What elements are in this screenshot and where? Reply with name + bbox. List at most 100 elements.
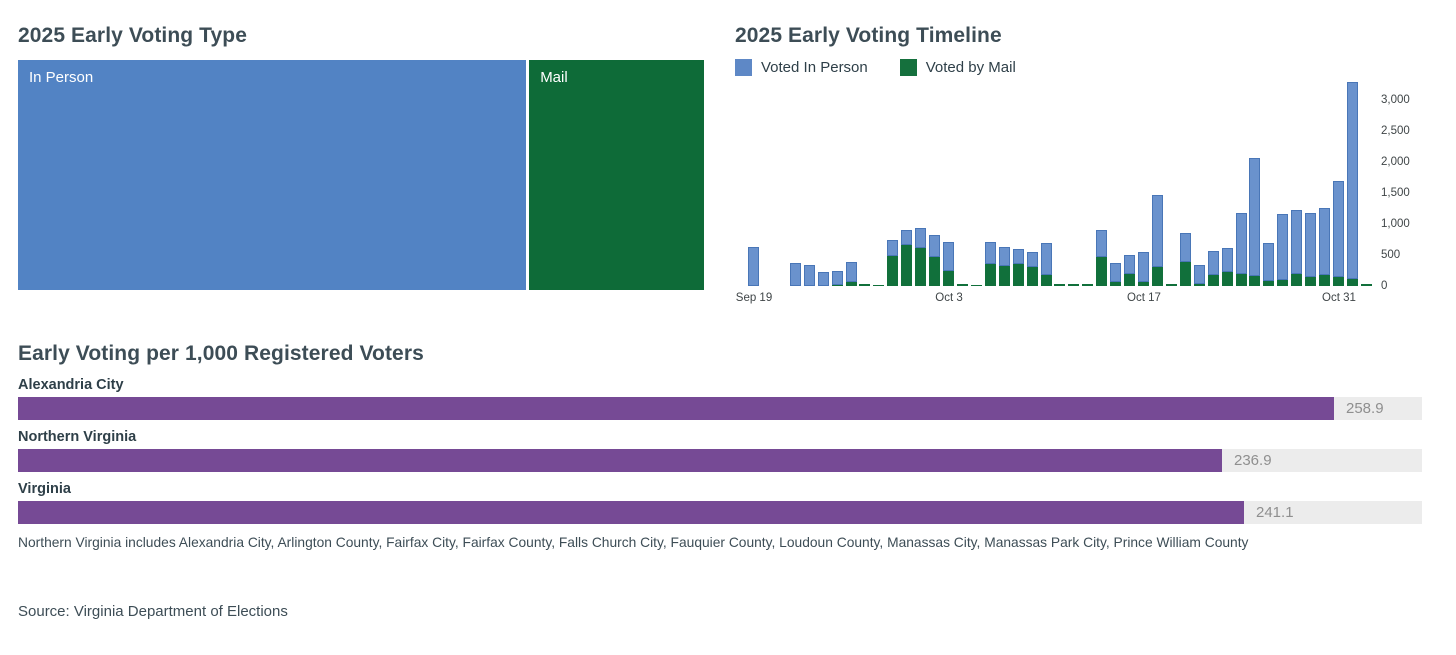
timeline-bar-mail[interactable] [985,264,996,286]
timeline-bar-in-person[interactable] [1110,263,1121,282]
timeline-bar-in-person[interactable] [1180,233,1191,262]
timeline-bar-mail[interactable] [1222,272,1233,286]
timeline-bar-mail[interactable] [929,257,940,286]
treemap-segment-label: Mail [540,69,568,86]
timeline-bar-mail[interactable] [957,284,968,286]
footnote: Northern Virginia includes Alexandria Ci… [18,535,1249,550]
y-axis-label: 3,000 [1381,94,1410,106]
timeline-bar-mail[interactable] [1138,282,1149,286]
timeline-bar-mail[interactable] [1096,257,1107,286]
legend-item-label: Voted by Mail [925,59,1016,76]
voting-type-treemap: In Person Mail [18,60,704,290]
timeline-bar-mail[interactable] [971,285,982,286]
x-axis-label: Oct 17 [1127,292,1161,304]
timeline-bar-mail[interactable] [1361,284,1372,286]
hbar-alexandria-city[interactable] [18,397,1334,420]
y-axis-label: 2,500 [1381,125,1410,137]
timeline-bar-mail[interactable] [1333,277,1344,286]
timeline-bar-in-person[interactable] [790,263,801,286]
timeline-bar-mail[interactable] [999,266,1010,286]
timeline-bar-mail[interactable] [1054,284,1065,286]
timeline-bar-in-person[interactable] [1291,210,1302,274]
timeline-bar-in-person[interactable] [832,271,843,285]
timeline-bar-in-person[interactable] [1152,195,1163,267]
hbar-virginia[interactable] [18,501,1244,524]
timeline-bar-mail[interactable] [943,271,954,286]
timeline-bar-in-person[interactable] [1194,265,1205,284]
y-axis-label: 500 [1381,249,1401,261]
timeline-bar-mail[interactable] [846,282,857,286]
row-label-alexandria-city: Alexandria City [18,377,124,393]
timeline-bar-in-person[interactable] [1249,158,1260,276]
treemap-segment-mail[interactable]: Mail [529,60,704,290]
timeline-bar-mail[interactable] [901,245,912,286]
timeline-bar-in-person[interactable] [1319,208,1330,275]
timeline-bar-in-person[interactable] [1347,82,1358,279]
timeline-bar-in-person[interactable] [1041,243,1052,275]
timeline-bar-mail[interactable] [1110,282,1121,286]
timeline-bar-mail[interactable] [1319,275,1330,286]
timeline-bar-mail[interactable] [1027,267,1038,286]
timeline-bar-mail[interactable] [1082,284,1093,286]
timeline-bar-in-person[interactable] [846,262,857,282]
treemap-segment-in-person[interactable]: In Person [18,60,527,290]
timeline-bar-mail[interactable] [1236,274,1247,286]
timeline-bar-mail[interactable] [1277,280,1288,286]
timeline-bar-in-person[interactable] [929,235,940,257]
legend-item-voted-in-person: Voted In Person [735,59,868,76]
timeline-bar-in-person[interactable] [1333,181,1344,277]
timeline-bar-in-person[interactable] [985,242,996,264]
timeline-bar-mail[interactable] [1124,274,1135,286]
timeline-bar-in-person[interactable] [1305,213,1316,277]
timeline-bar-in-person[interactable] [1263,243,1274,281]
timeline-bar-in-person[interactable] [1236,213,1247,274]
timeline-bar-in-person[interactable] [818,272,829,286]
timeline-bar-in-person[interactable] [915,228,926,248]
timeline-bar-mail[interactable] [1194,284,1205,286]
timeline-bar-in-person[interactable] [804,265,815,286]
timeline-bar-mail[interactable] [1013,264,1024,286]
timeline-bar-mail[interactable] [1166,284,1177,286]
timeline-bar-mail[interactable] [915,248,926,286]
timeline-bar-in-person[interactable] [887,240,898,256]
timeline-bar-in-person[interactable] [1222,248,1233,272]
timeline-bar-in-person[interactable] [1138,252,1149,282]
legend-item-voted-by-mail: Voted by Mail [899,59,1016,76]
timeline-bar-mail[interactable] [1180,262,1191,286]
hbar-northern-virginia[interactable] [18,449,1222,472]
y-axis-label: 1,500 [1381,187,1410,199]
legend-item-label: Voted In Person [761,59,868,76]
per-1000-title: Early Voting per 1,000 Registered Voters [18,342,424,365]
timeline-bar-mail[interactable] [1249,276,1260,286]
timeline-bar-mail[interactable] [1291,274,1302,286]
timeline-bar-in-person[interactable] [748,247,759,286]
bar-value-label: 258.9 [1346,400,1384,417]
timeline-bar-mail[interactable] [1068,284,1079,286]
timeline-bar-mail[interactable] [873,285,884,286]
bar-track-northern-virginia: 236.9 [18,449,1422,472]
y-axis-label: 1,000 [1381,218,1410,230]
timeline-bar-mail[interactable] [1152,267,1163,286]
timeline-bar-in-person[interactable] [1277,214,1288,280]
timeline-bar-in-person[interactable] [1096,230,1107,257]
timeline-bar-mail[interactable] [887,256,898,286]
timeline-bar-in-person[interactable] [1208,251,1219,275]
y-axis-label: 2,000 [1381,156,1410,168]
timeline-bar-mail[interactable] [1305,277,1316,286]
x-axis-label: Oct 3 [935,292,963,304]
timeline-bar-mail[interactable] [1041,275,1052,286]
timeline-bar-in-person[interactable] [901,230,912,245]
timeline-bar-mail[interactable] [1263,281,1274,286]
timeline-bar-in-person[interactable] [943,242,954,271]
timeline-bar-mail[interactable] [1347,279,1358,286]
timeline-bar-in-person[interactable] [1027,252,1038,267]
y-axis-label: 0 [1381,280,1388,292]
source-credit: Source: Virginia Department of Elections [18,603,288,620]
timeline-bar-mail[interactable] [1208,275,1219,286]
timeline-bar-mail[interactable] [859,284,870,286]
timeline-bar-in-person[interactable] [1124,255,1135,274]
timeline-bar-in-person[interactable] [999,247,1010,266]
voting-type-title: 2025 Early Voting Type [18,24,248,47]
timeline-bar-in-person[interactable] [1013,249,1024,264]
timeline-bar-mail[interactable] [832,285,843,286]
